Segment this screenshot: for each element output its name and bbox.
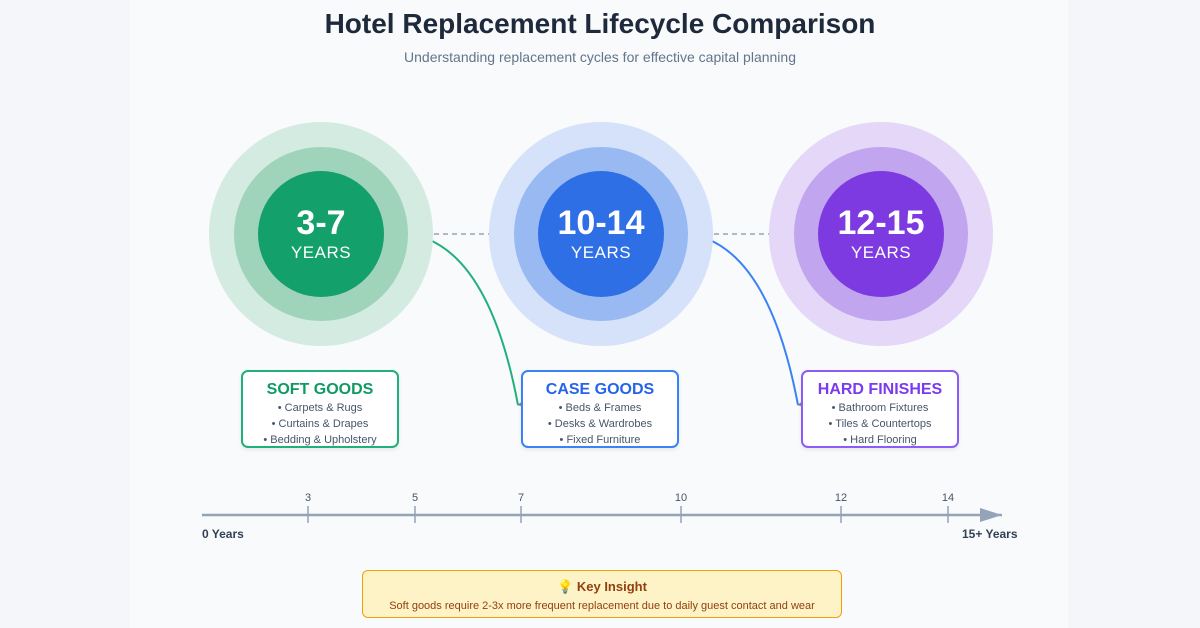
tick-label: 7 [517,492,525,504]
timeline-start-label: 0 Years [202,527,244,541]
hard-finishes-range: 12-15 [837,203,925,242]
page-title: Hotel Replacement Lifecycle Comparison [324,8,876,39]
tick-label: 12 [834,492,848,504]
key-insight-body: Soft goods require 2-3x more frequent re… [389,600,815,612]
list-item: • Bedding & Upholstery [263,434,377,446]
soft-goods-core: 3-7 YEARS [258,171,384,297]
list-item: • Hard Flooring [843,434,917,446]
list-item: • Fixed Furniture [559,434,641,446]
hard-finishes-title: HARD FINISHES [817,381,943,398]
list-item: • Carpets & Rugs [277,402,363,414]
soft-goods-range: 3-7 [296,203,346,242]
list-item: • Bathroom Fixtures [831,402,929,414]
tick-label: 10 [674,492,688,504]
soft-goods-title: SOFT GOODS [266,381,374,398]
case-goods-core: 10-14 YEARS [538,171,664,297]
hard-finishes-card: HARD FINISHES • Bathroom Fixtures • Tile… [801,370,959,448]
hard-finishes-unit: YEARS [850,242,912,262]
soft-goods-card: SOFT GOODS • Carpets & Rugs • Curtains &… [241,370,399,448]
list-item: • Desks & Wardrobes [547,418,653,430]
key-insight-box: 💡 Key Insight Soft goods require 2-3x mo… [362,570,842,618]
list-item: • Beds & Frames [558,402,642,414]
tick-label: 14 [941,492,955,504]
tick-label: 3 [304,492,312,504]
case-goods-unit: YEARS [570,242,632,262]
hard-finishes-core: 12-15 YEARS [818,171,944,297]
list-item: • Tiles & Countertops [828,418,932,430]
key-insight-title: 💡 Key Insight [557,579,647,594]
list-item: • Curtains & Drapes [271,418,369,430]
case-goods-card: CASE GOODS • Beds & Frames • Desks & War… [521,370,679,448]
case-goods-range: 10-14 [557,203,645,242]
soft-goods-unit: YEARS [290,242,352,262]
tick-label: 5 [411,492,419,504]
timeline-end-label: 15+ Years [962,527,1018,541]
page-subtitle: Understanding replacement cycles for eff… [404,49,796,65]
case-goods-title: CASE GOODS [545,381,655,398]
